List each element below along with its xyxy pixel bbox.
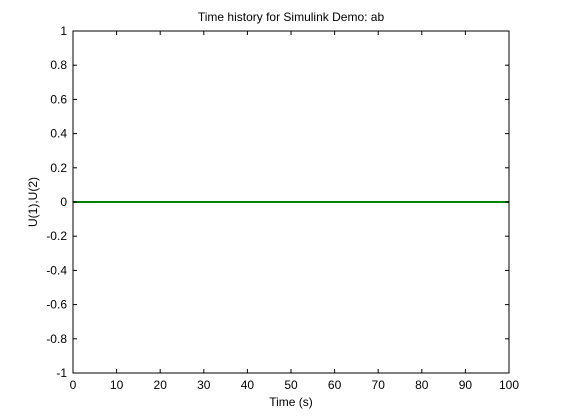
y-tick-label: 0.2 [50,161,67,175]
x-tick-label: 0 [70,378,77,392]
x-tick-label: 100 [499,378,519,392]
y-tick-label: -1 [56,366,67,380]
y-tick-label: -0.2 [46,229,67,243]
y-axis-label: U(1),U(2) [26,177,40,227]
y-tick-label: -0.6 [46,298,67,312]
x-tick-label: 80 [415,378,429,392]
chart-title: Time history for Simulink Demo: ab [198,10,385,24]
x-tick-label: 40 [241,378,255,392]
y-tick-label: -0.4 [46,263,67,277]
y-tick-label: 1 [60,24,67,38]
x-axis-ticks: 0 10 20 30 40 50 60 70 80 90 100 [70,31,519,392]
y-tick-label: 0.4 [50,127,67,141]
x-axis-label: Time (s) [269,395,313,409]
y-tick-label: 0 [60,195,67,209]
x-tick-label: 50 [284,378,298,392]
x-tick-label: 20 [154,378,168,392]
x-tick-label: 10 [110,378,124,392]
x-tick-label: 70 [372,378,386,392]
x-tick-label: 90 [459,378,473,392]
x-tick-label: 30 [197,378,211,392]
y-tick-label: 0.6 [50,92,67,106]
y-tick-label: -0.8 [46,332,67,346]
y-axis-ticks: -1 -0.8 -0.6 -0.4 -0.2 0 0.2 0.4 0.6 0.8 1 [46,24,509,380]
y-tick-label: 0.8 [50,58,67,72]
x-tick-label: 60 [328,378,342,392]
